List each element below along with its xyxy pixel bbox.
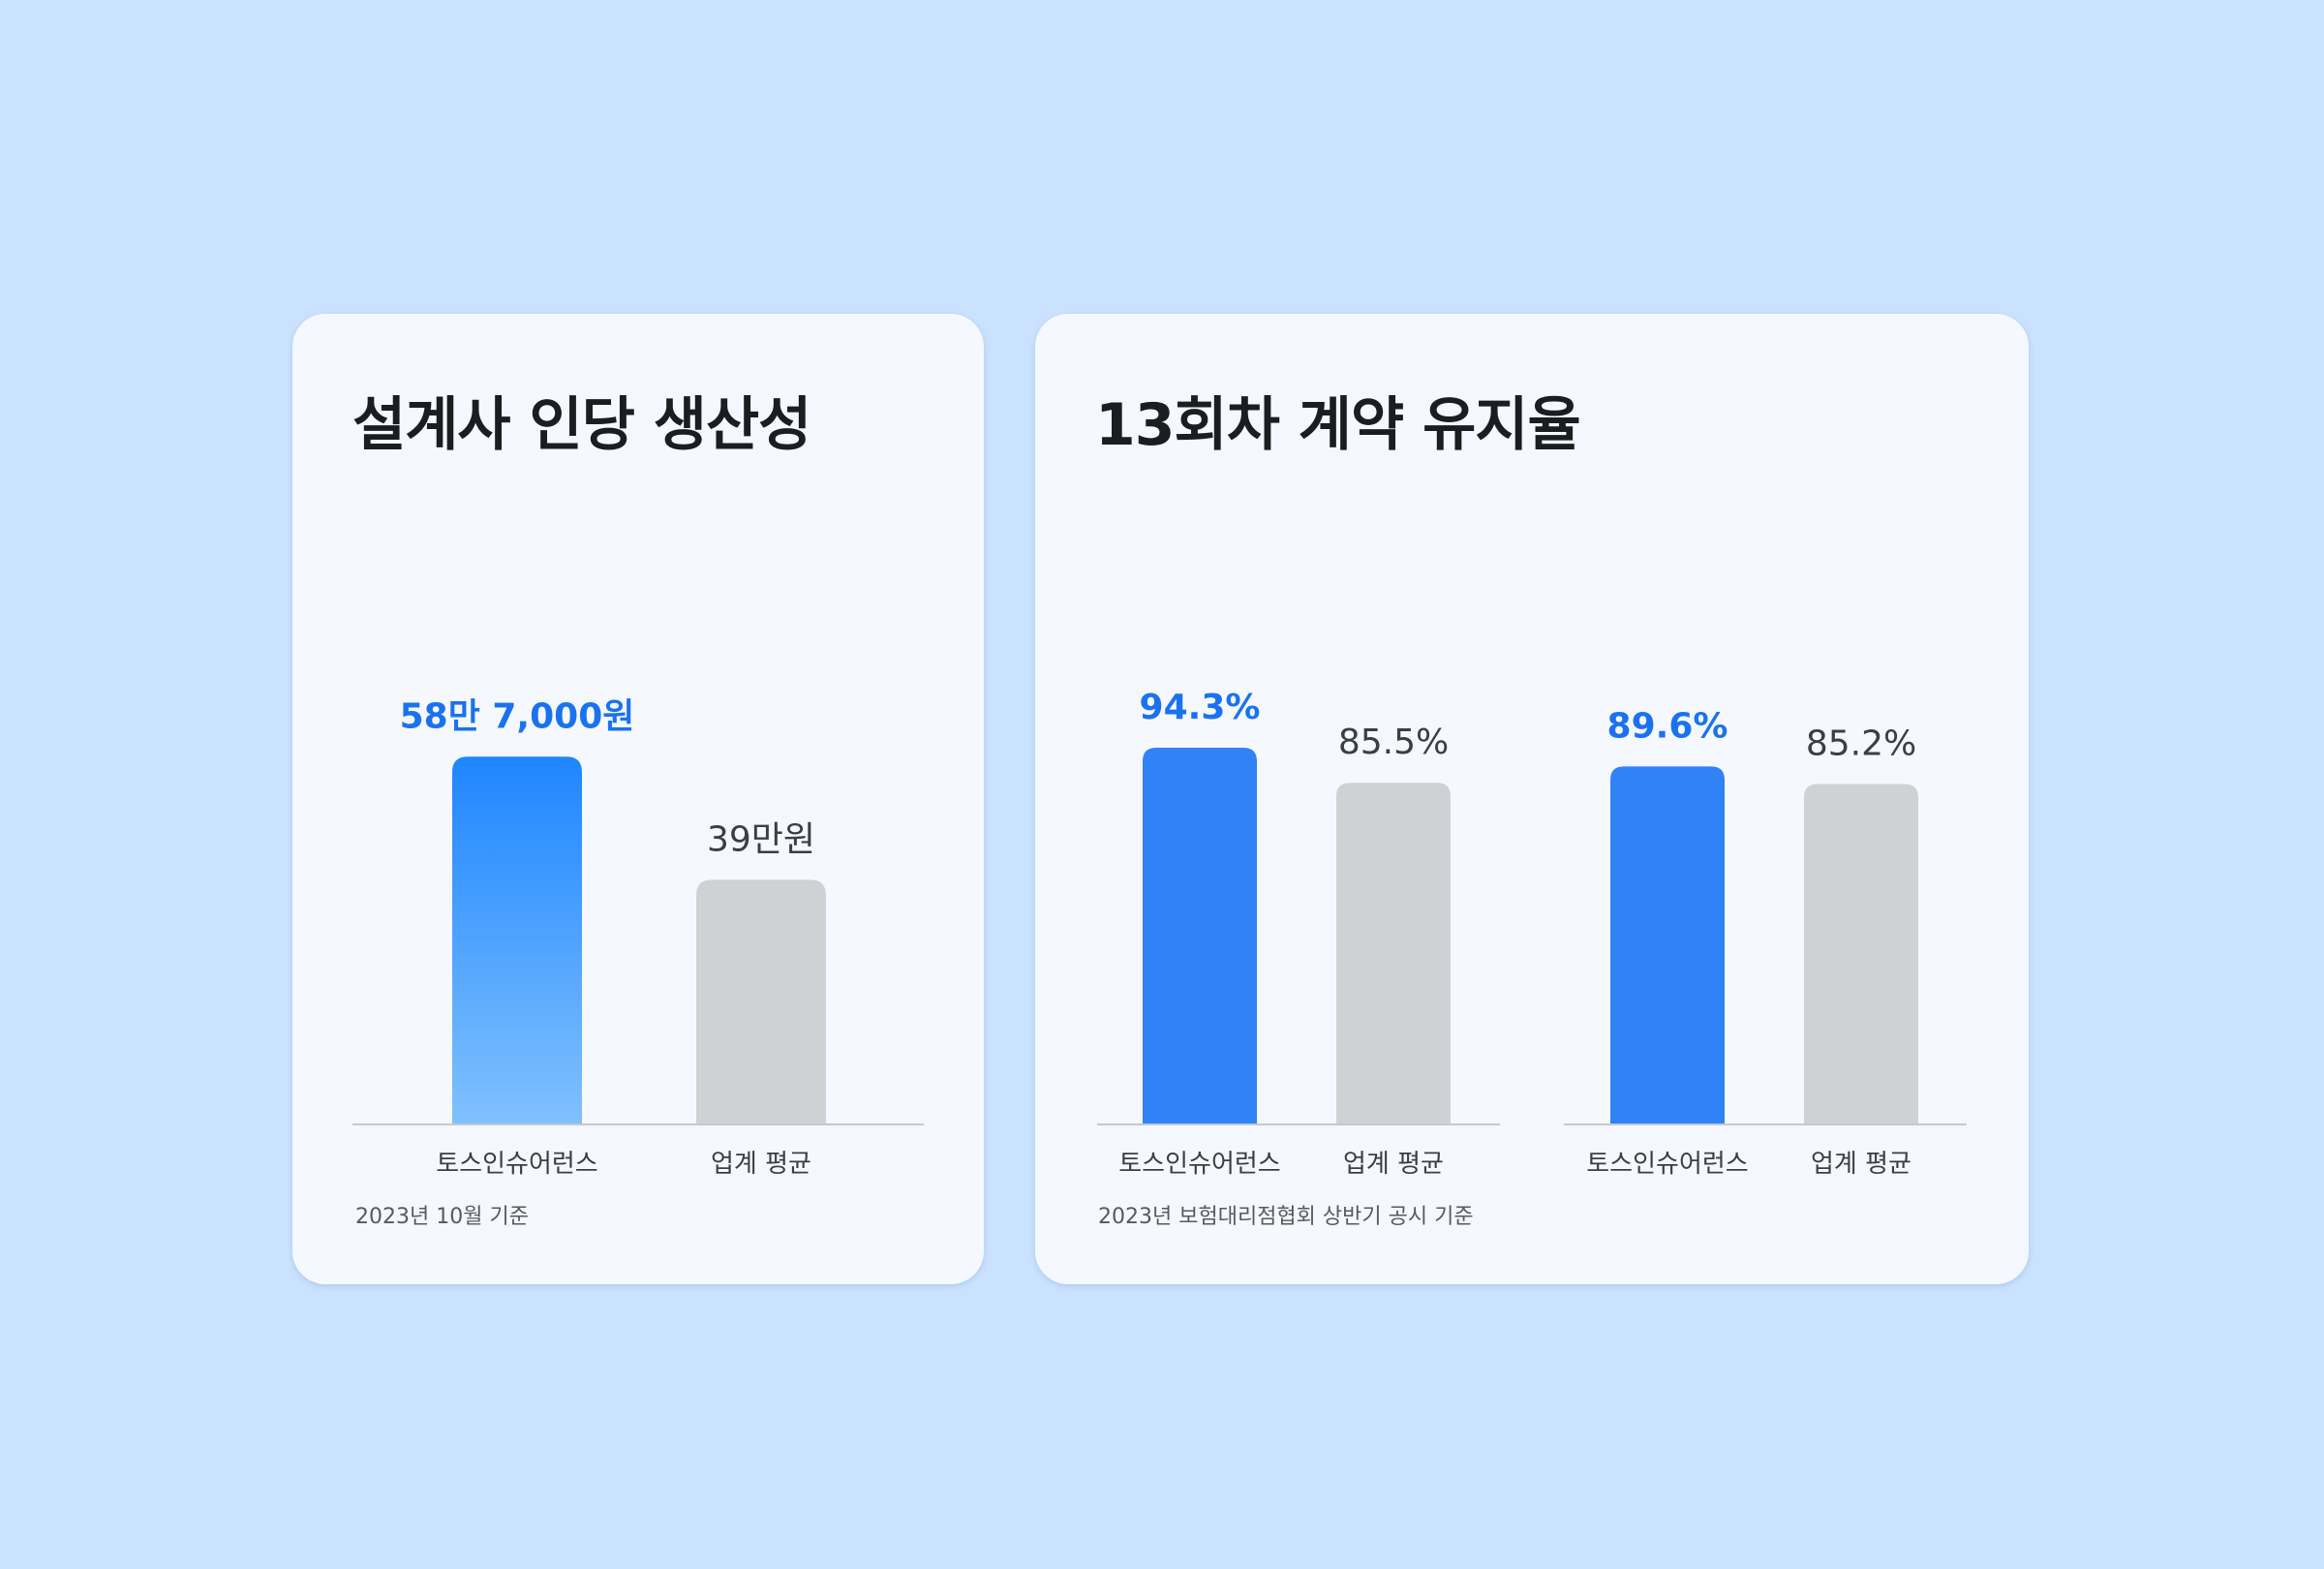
- category-label: 업계 평균: [1811, 1150, 1911, 1179]
- category-label: 토스인슈어런스: [436, 1150, 597, 1179]
- category-label: 업계 평균: [1343, 1150, 1444, 1179]
- data-label: 89.6%: [1607, 706, 1728, 746]
- bar: [1143, 748, 1257, 1123]
- footnote: 2023년 10월 기준: [355, 1205, 529, 1229]
- data-label: 85.5%: [1338, 723, 1449, 762]
- footnote: 2023년 보험대리점협회 상반기 공시 기준: [1098, 1205, 1474, 1229]
- data-label: 58만 7,000원: [400, 696, 635, 736]
- bar: [696, 879, 826, 1123]
- card-title: 설계사 인당 생산성: [352, 391, 811, 459]
- category-label: 토스인슈어런스: [1118, 1150, 1280, 1179]
- data-label: 94.3%: [1140, 688, 1261, 727]
- bar: [1336, 783, 1451, 1123]
- data-label: 39만원: [707, 819, 815, 859]
- category-label: 토스인슈어런스: [1586, 1150, 1748, 1179]
- bar: [452, 756, 582, 1123]
- data-label: 85.2%: [1806, 723, 1916, 763]
- bar: [1804, 784, 1918, 1123]
- category-label: 업계 평균: [711, 1150, 811, 1179]
- card-title: 13회차 계약 유지율: [1095, 391, 1581, 459]
- bar: [1610, 766, 1725, 1123]
